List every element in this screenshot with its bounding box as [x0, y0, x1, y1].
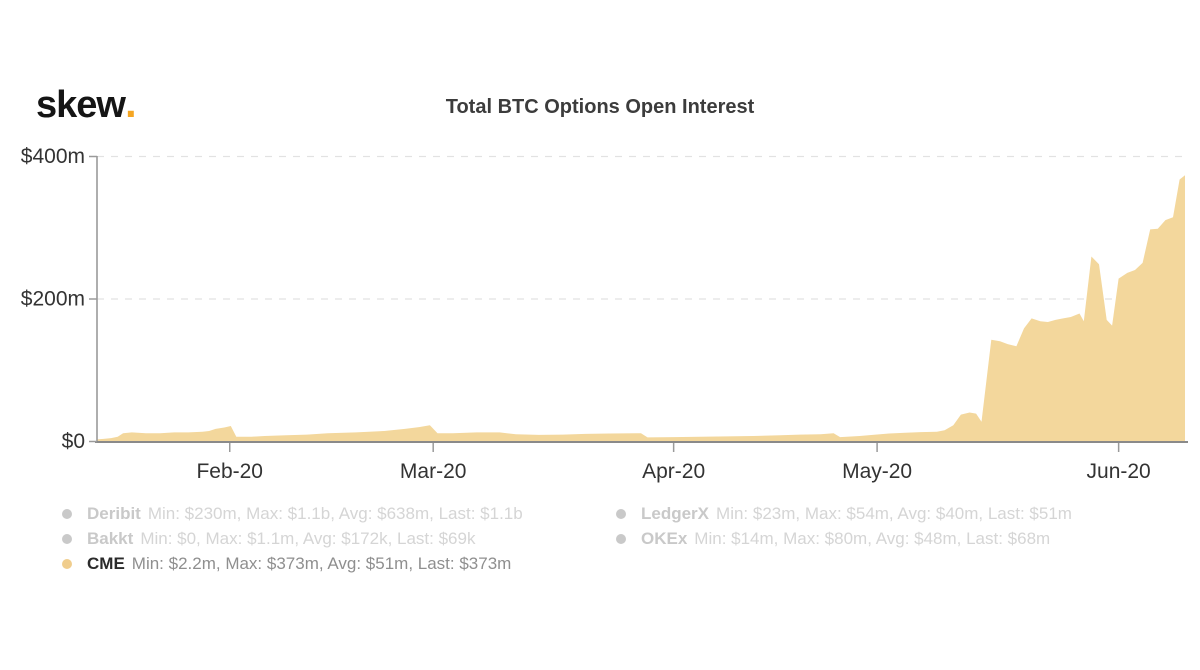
legend-name: CME	[87, 553, 125, 573]
legend-column-right: LedgerX Min: $23m, Max: $54m, Avg: $40m, …	[616, 501, 1072, 551]
legend-dot-bakkt	[62, 533, 72, 544]
y-axis-label-0: $0	[62, 430, 85, 453]
legend-name: Bakkt	[87, 528, 134, 548]
skew-logo-text: skew	[36, 84, 126, 126]
legend-dot-cme	[62, 558, 72, 569]
legend-stats: Min: $2.2m, Max: $373m, Avg: $51m, Last:…	[131, 553, 512, 573]
legend-stats: Min: $23m, Max: $54m, Avg: $40m, Last: $…	[716, 503, 1072, 523]
legend-dot-deribit	[62, 508, 72, 519]
legend-item-cme[interactable]: CME Min: $2.2m, Max: $373m, Avg: $51m, La…	[62, 551, 523, 576]
x-axis-label-Jun-20: Jun-20	[1087, 460, 1151, 483]
skew-logo: skew.	[36, 79, 137, 126]
legend-name: LedgerX	[641, 503, 710, 523]
legend-item-okex[interactable]: OKEx Min: $14m, Max: $80m, Avg: $48m, Las…	[616, 526, 1072, 551]
legend-dot-ledgerx	[616, 508, 626, 519]
legend-item-deribit[interactable]: Deribit Min: $230m, Max: $1.1b, Avg: $638…	[62, 501, 523, 526]
legend-name: OKEx	[641, 528, 688, 548]
legend-stats: Min: $0, Max: $1.1m, Avg: $172k, Last: $…	[140, 528, 476, 548]
legend-stats: Min: $14m, Max: $80m, Avg: $48m, Last: $…	[694, 528, 1051, 548]
legend-stats: Min: $230m, Max: $1.1b, Avg: $638m, Last…	[147, 503, 523, 523]
legend-item-ledgerx[interactable]: LedgerX Min: $23m, Max: $54m, Avg: $40m, …	[616, 501, 1072, 526]
legend-item-bakkt[interactable]: Bakkt Min: $0, Max: $1.1m, Avg: $172k, La…	[62, 526, 523, 551]
x-axis-label-Mar-20: Mar-20	[400, 460, 467, 483]
x-axis-label-Feb-20: Feb-20	[196, 460, 263, 483]
cme-area-series[interactable]	[97, 175, 1185, 441]
legend-column-left: Deribit Min: $230m, Max: $1.1b, Avg: $638…	[62, 501, 523, 576]
legend-dot-okex	[616, 533, 626, 544]
legend-name: Deribit	[87, 503, 141, 523]
skew-logo-dot: .	[124, 79, 137, 126]
chart-title: Total BTC Options Open Interest	[445, 96, 755, 118]
x-axis-label-May-20: May-20	[842, 460, 912, 483]
y-axis-label-200m: $200m	[21, 288, 85, 311]
x-axis-label-Apr-20: Apr-20	[642, 460, 705, 483]
y-axis-label-400m: $400m	[21, 145, 85, 168]
